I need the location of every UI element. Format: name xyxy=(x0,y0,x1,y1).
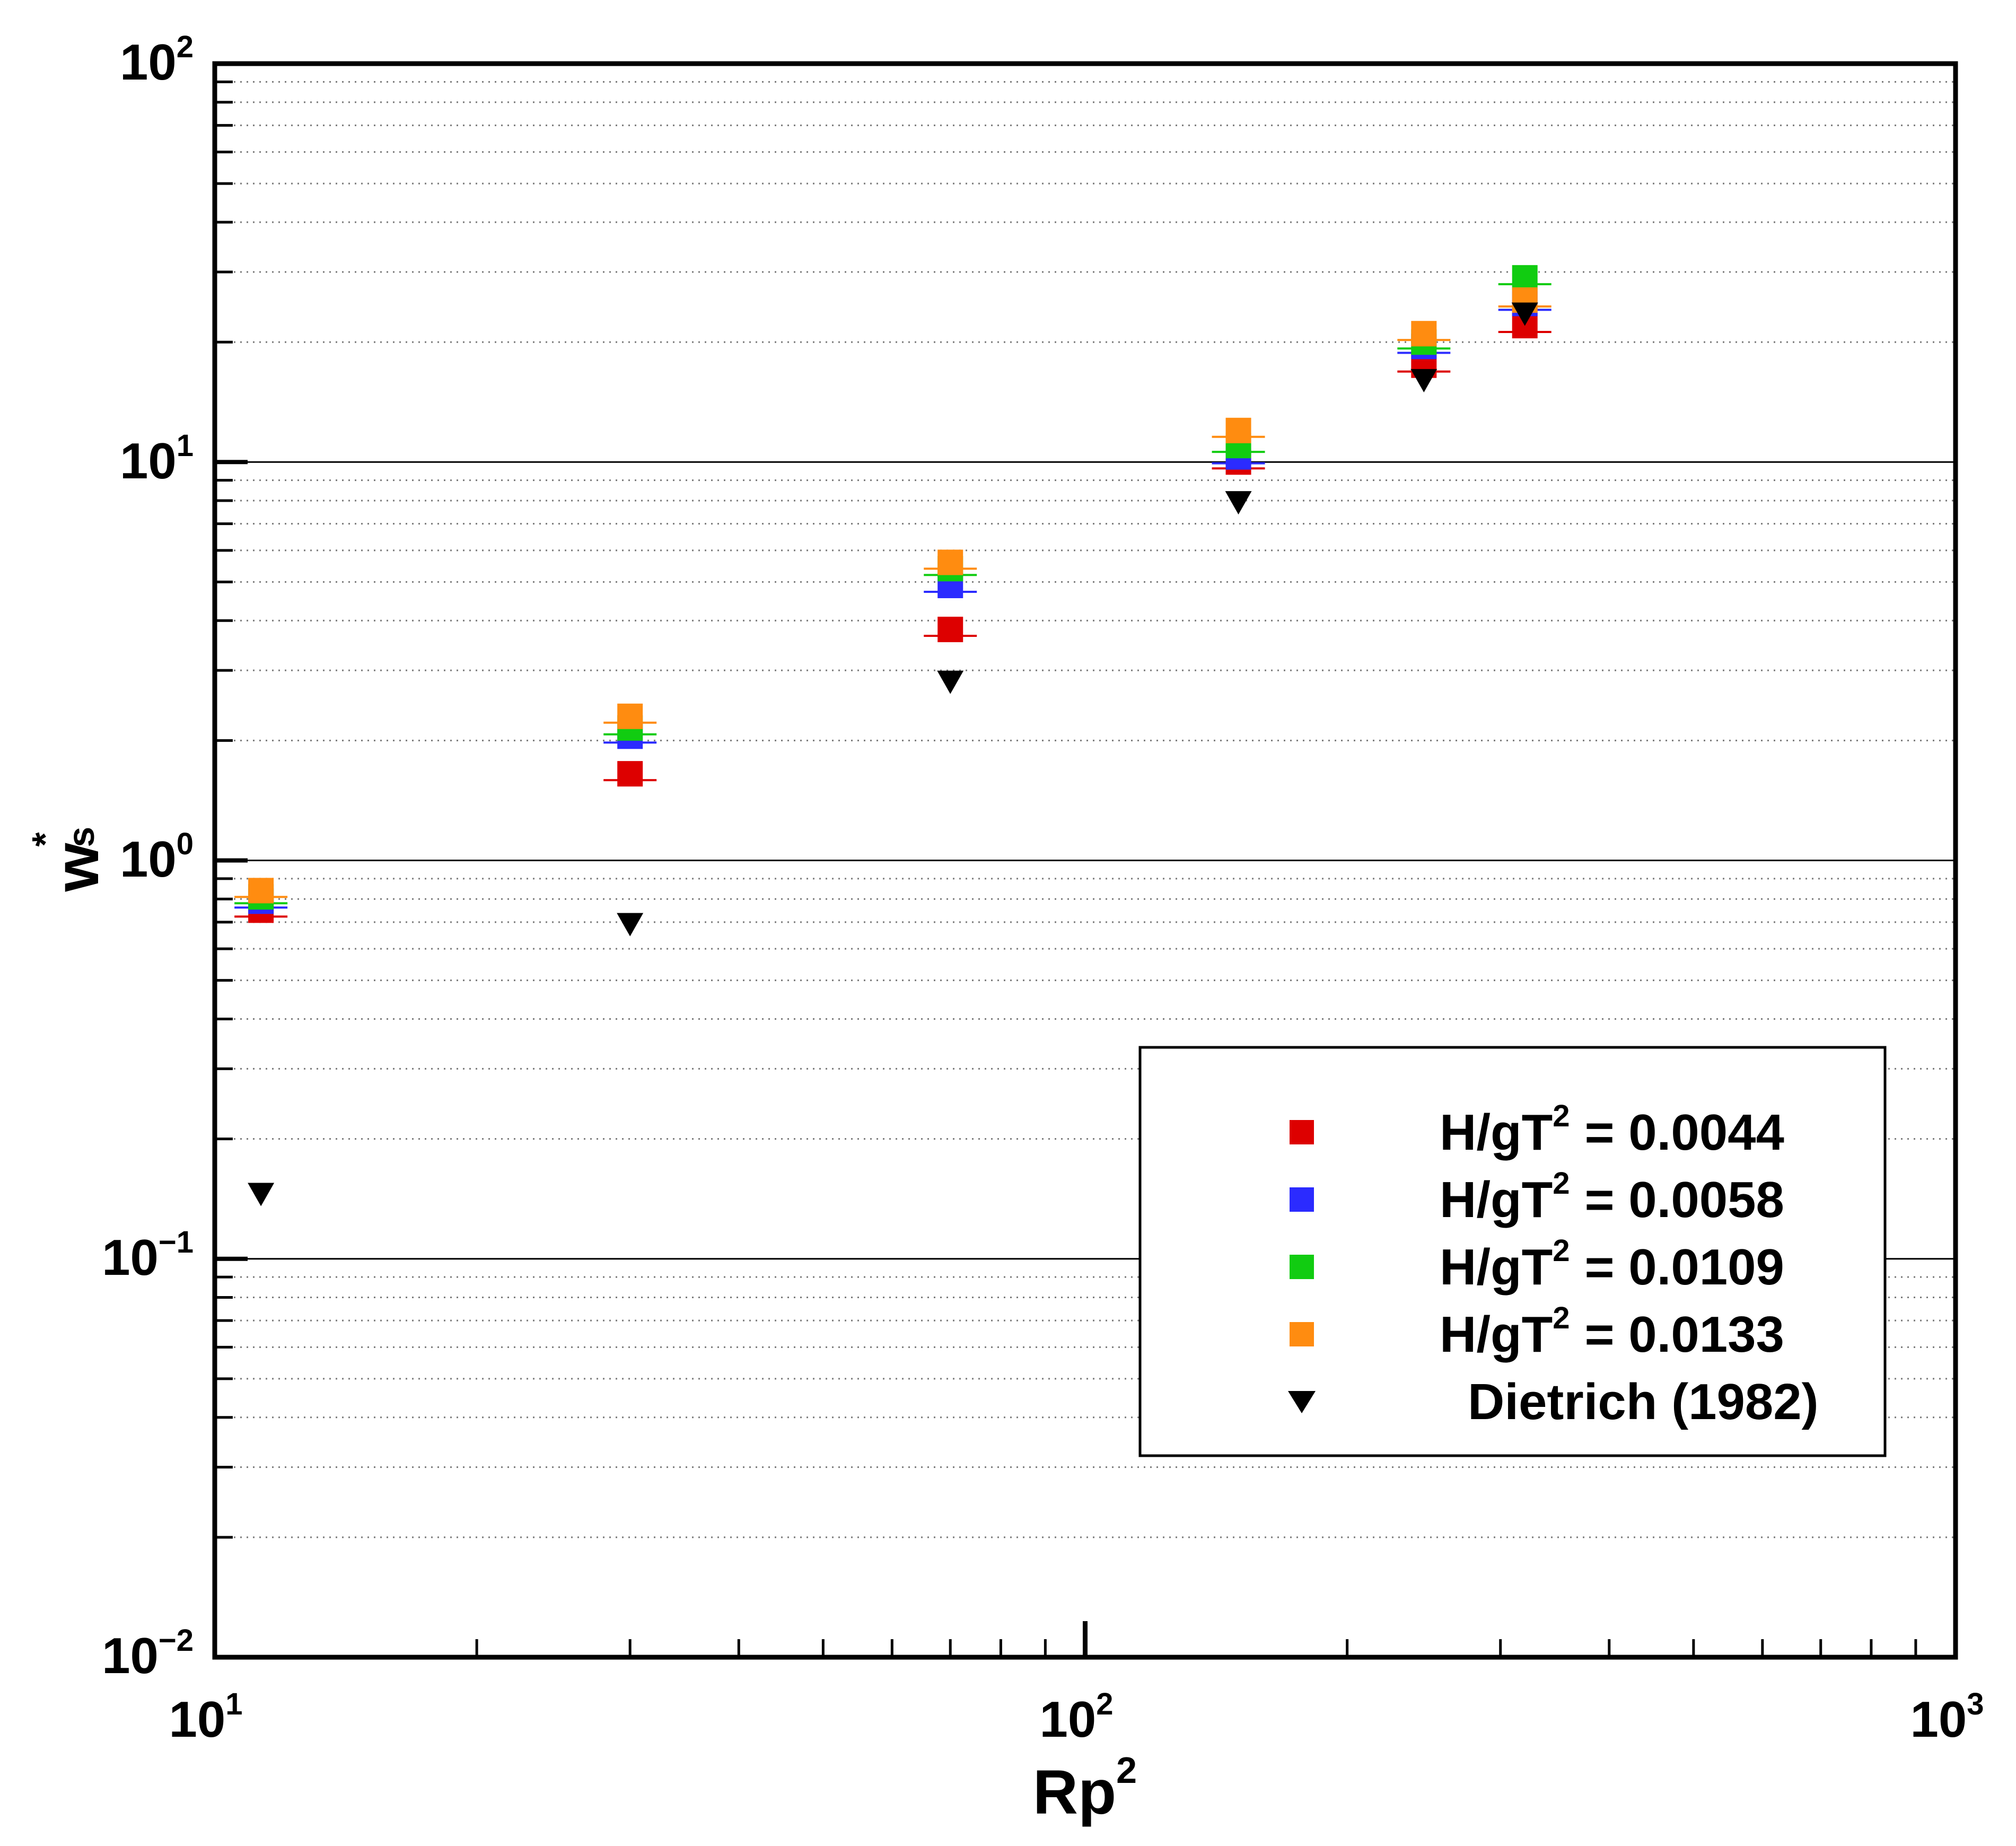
plot-frame xyxy=(212,61,1958,1660)
data-point xyxy=(1512,265,1538,291)
legend-box xyxy=(1138,1046,1887,1457)
data-markers xyxy=(234,265,1552,1206)
data-point xyxy=(1411,321,1437,347)
legend-entry-label: H/gT2 = 0.0044 xyxy=(1440,1099,1784,1161)
x-tick-label: 102 xyxy=(1039,1687,1113,1748)
data-point xyxy=(617,913,644,937)
legend-entry-label: H/gT2 = 0.0109 xyxy=(1440,1233,1784,1296)
legend-marker xyxy=(1290,1120,1314,1144)
axis-ticks xyxy=(215,80,1917,1659)
legend-marker xyxy=(1290,1255,1314,1279)
y-tick-label: 102 xyxy=(120,30,194,91)
legend: H/gT2 = 0.0044 H/gT2 = 0.0058 H/gT2 = 0.010… xyxy=(1138,1046,1887,1457)
legend-markers xyxy=(1288,1120,1316,1413)
data-point xyxy=(248,878,274,904)
data-point xyxy=(617,703,643,729)
y-axis-label: ws* xyxy=(24,827,112,893)
x-tick-labels: 101 102 103 xyxy=(169,1687,1984,1748)
y-tick-label: 10−2 xyxy=(102,1623,194,1684)
legend-entry-label: Dietrich (1982) xyxy=(1468,1373,1819,1430)
y-tick-labels: 10−2 10−1 100 101 102 xyxy=(102,30,194,1684)
legend-entry-label: H/gT2 = 0.0058 xyxy=(1440,1166,1784,1228)
legend-entry-label: H/gT2 = 0.0133 xyxy=(1440,1301,1784,1363)
data-point xyxy=(617,761,643,787)
x-tick-label: 103 xyxy=(1910,1687,1984,1748)
x-axis-label: Rp2 xyxy=(1033,1749,1137,1827)
y-tick-label: 10−1 xyxy=(102,1225,194,1286)
data-point xyxy=(1511,302,1538,326)
data-point xyxy=(1225,491,1252,515)
data-point xyxy=(1225,417,1251,443)
data-point xyxy=(937,616,963,642)
y-tick-label: 100 xyxy=(120,827,194,888)
legend-marker xyxy=(1290,1322,1314,1346)
data-point xyxy=(937,670,964,694)
data-point xyxy=(248,1183,275,1206)
x-tick-label: 101 xyxy=(169,1687,242,1748)
legend-marker xyxy=(1290,1187,1314,1212)
y-tick-label: 101 xyxy=(120,428,194,489)
legend-marker xyxy=(1288,1391,1316,1413)
data-point xyxy=(1410,369,1438,392)
data-point xyxy=(937,549,963,575)
